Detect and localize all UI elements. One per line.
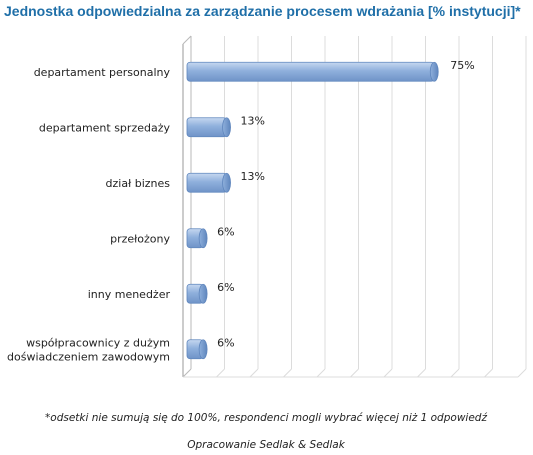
value-label: 75% bbox=[450, 59, 474, 72]
gridline-floor bbox=[484, 368, 493, 378]
bar-end-cap bbox=[198, 228, 208, 249]
value-labels: 75% 13% 13% 6% 6% 6% bbox=[217, 59, 475, 350]
category-label: dział biznes bbox=[106, 177, 171, 190]
gridline-floor bbox=[316, 368, 326, 378]
bar bbox=[186, 172, 227, 193]
axis-bottom-edge bbox=[182, 368, 192, 378]
value-label: 6% bbox=[217, 225, 234, 238]
bar-end-cap bbox=[198, 339, 208, 360]
category-label: współpracownicy z dużym bbox=[26, 336, 170, 349]
gridline-floor bbox=[249, 368, 259, 378]
bars bbox=[186, 61, 439, 360]
bar-end-cap bbox=[222, 117, 231, 138]
category-label: inny menedżer bbox=[88, 288, 171, 301]
chart-title: Jednostka odpowiedzialna za zarządzanie … bbox=[4, 3, 521, 19]
value-label: 13% bbox=[241, 114, 265, 127]
category-labels: departament personalny departament sprzed… bbox=[7, 66, 170, 364]
bar bbox=[186, 61, 435, 82]
gridline-floor bbox=[283, 368, 292, 378]
gridline-floor bbox=[383, 368, 393, 378]
source-note: Opracowanie Sedlak & Sedlak bbox=[187, 439, 345, 451]
value-label: 6% bbox=[217, 336, 234, 349]
gridline-floor bbox=[350, 368, 359, 378]
axis-top-edge bbox=[182, 35, 192, 45]
gridline-floor bbox=[417, 368, 426, 378]
category-label: przełożony bbox=[110, 232, 170, 245]
category-label: departament sprzedaży bbox=[39, 121, 171, 134]
footnote: *odsetki nie sumują się do 100%, respond… bbox=[45, 412, 487, 424]
gridline-floor bbox=[450, 368, 460, 378]
gridline-floor bbox=[517, 368, 527, 378]
bar-end-cap bbox=[198, 283, 208, 304]
bar bbox=[186, 117, 227, 138]
gridline-floor bbox=[216, 368, 225, 378]
category-label: doświadczeniem zawodowym bbox=[7, 350, 170, 363]
bar-end-cap bbox=[429, 61, 439, 82]
bar-end-cap bbox=[222, 172, 231, 193]
value-label: 6% bbox=[217, 281, 234, 294]
value-label: 13% bbox=[241, 170, 265, 183]
category-label: departament personalny bbox=[34, 66, 171, 79]
plot-area bbox=[182, 35, 527, 378]
